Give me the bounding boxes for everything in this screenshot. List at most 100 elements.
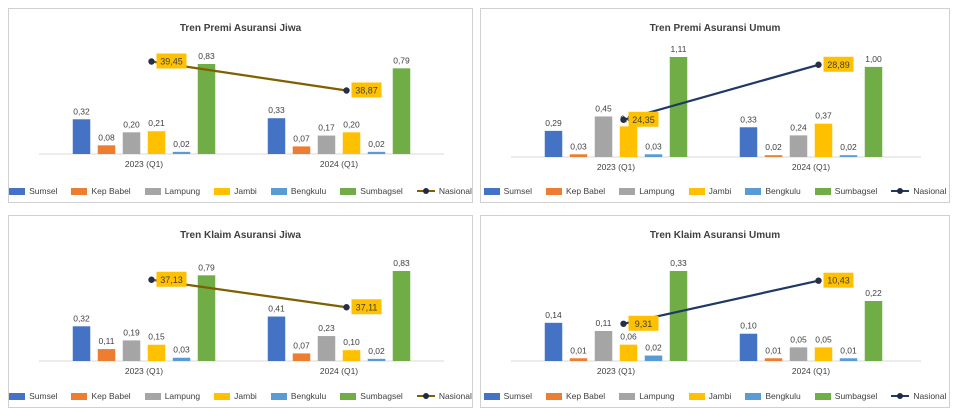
legend-label: Bengkulu [290,186,327,196]
bar-sumsel [739,333,758,361]
legend-label: Sumbagsel [834,186,878,196]
bar-jambi [814,347,833,361]
nasional-label: 38,87 [355,86,378,96]
chart-premi-umum: Tren Premi Asuransi Umum 0,29 0,03 0,45 0,3… [480,8,950,203]
legend-swatch [688,187,705,195]
bar-lampung [789,135,808,157]
legend-item: Nasional [891,391,946,401]
nasional-marker [620,320,627,327]
data-label: 0,02 [368,139,385,149]
legend-swatch [545,187,562,195]
legend-label: Jambi [708,391,732,401]
legend-item: Kep Babel [545,186,606,196]
bar-sumbagsel [197,275,216,361]
bar-sumsel [267,118,286,154]
nasional-label-box [628,315,659,331]
bar-sumbagsel [669,271,688,361]
data-label: 0,05 [815,334,832,344]
nasional-label: 24,35 [632,115,655,125]
legend-label: Jambi [708,186,732,196]
bar-jambi [342,350,361,361]
legend-line-swatch [891,187,910,195]
bar-sumbagsel [197,64,216,154]
bar-sumbagsel [392,271,411,361]
bar-jambi [814,123,833,157]
data-label: 0,23 [318,323,335,333]
data-label: 0,07 [293,133,310,143]
bar-sumsel [544,322,563,361]
data-label: 0,15 [148,332,165,342]
chart-premi-jiwa: Tren Premi Asuransi Jiwa 0,32 0,08 0,20 0,2… [8,8,473,203]
chart-legend: Sumsel Kep Babel Lampung Jambi Bengkulu Sumba… [481,391,949,401]
legend-item: Sumsel [483,391,532,401]
legend-item: Sumbagsel [814,186,878,196]
data-label: 0,45 [595,103,612,113]
legend-swatch [688,392,705,400]
data-label: 1,00 [865,54,882,64]
nasional-label-box [351,82,382,98]
legend-item: Bengkulu [745,186,801,196]
data-label: 0,24 [790,122,807,132]
data-label: 0,11 [596,318,612,328]
legend-swatch [340,392,357,400]
legend-label: Kep Babel [91,391,131,401]
legend-label: Kep Babel [565,186,606,196]
data-label: 0,14 [545,310,562,320]
legend-item: Jambi [688,391,732,401]
data-label: 0,07 [293,340,310,350]
bar-kep-babel [97,145,116,154]
data-label: 1,11 [671,44,687,54]
nasional-marker [620,116,627,123]
nasional-marker [343,87,350,94]
data-label: 0,01 [765,345,782,355]
data-label: 0,33 [670,258,687,268]
legend-label: Sumbagsel [360,391,403,401]
data-label: 0,33 [268,105,285,115]
legend-label: Bengkulu [765,186,801,196]
legend-swatch [545,392,562,400]
legend-label: Sumbagsel [360,186,403,196]
data-label: 0,10 [740,321,757,331]
legend-label: Sumsel [503,186,532,196]
bar-lampung [789,347,808,361]
legend-label: Nasional [913,186,947,196]
legend-swatch [619,187,636,195]
nasional-label-box [823,272,854,288]
legend-label: Kep Babel [565,391,606,401]
bar-bengkulu [839,155,858,157]
legend-swatch [619,392,636,400]
nasional-label-box [351,299,382,315]
data-label: 0,03 [645,141,662,151]
nasional-label-box [156,271,187,287]
data-label: 0,32 [73,106,90,116]
legend-item: Sumbagsel [340,186,403,196]
legend-label: Jambi [234,186,257,196]
bar-bengkulu [172,357,191,361]
nasional-marker [148,58,155,65]
legend-item: Nasional [416,391,472,401]
nasional-label-box [823,56,854,72]
x-tick-label: 2024 (Q1) [792,366,830,376]
nasional-line [623,63,819,121]
x-tick-label: 2024 (Q1) [320,366,358,376]
legend-item: Bengkulu [745,391,801,401]
data-label: 0,32 [73,313,90,323]
legend-item: Jambi [214,186,257,196]
bar-sumbagsel [864,66,883,157]
data-label: 0,02 [368,346,385,356]
legend-label: Nasional [438,391,472,401]
legend-swatch [214,187,231,195]
legend-item: Nasional [891,186,946,196]
nasional-marker [815,61,822,68]
data-label: 0,01 [840,345,857,355]
legend-item: Sumsel [9,391,57,401]
data-label: 0,20 [343,119,360,129]
bar-sumsel [544,130,563,157]
data-label: 0,11 [99,336,115,346]
data-label: 0,06 [620,332,637,342]
legend-item: Jambi [688,186,732,196]
data-label: 0,41 [268,304,285,314]
bar-kep-babel [569,154,588,157]
chart-plot: 0,32 0,08 0,20 0,21 0,02 0,83 2023 (Q1) 0,33 0,0… [39,51,444,169]
chart-title: Tren Klaim Asuransi Umum [649,230,781,241]
